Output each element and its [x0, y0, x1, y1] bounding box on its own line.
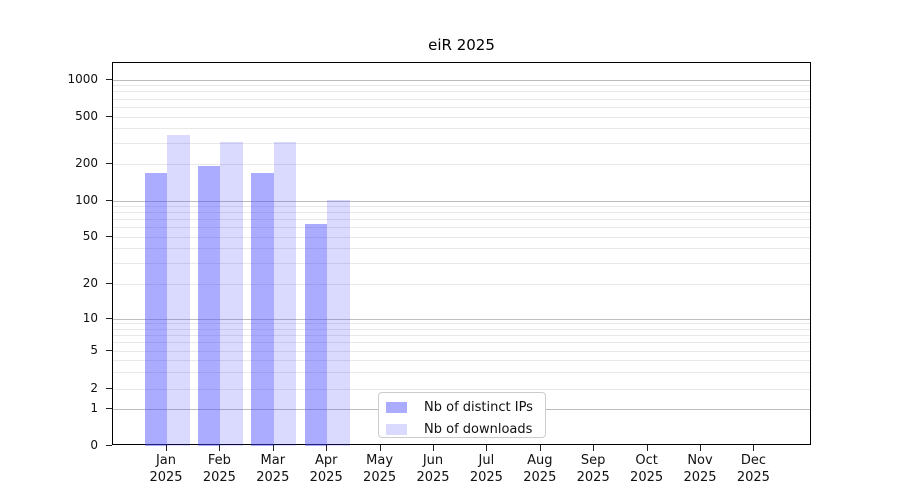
x-axis-tick — [539, 445, 541, 451]
gridline-minor — [113, 371, 810, 373]
gridline-minor — [113, 236, 810, 238]
y-axis-tick-label: 1 — [90, 401, 98, 415]
gridline-minor — [113, 247, 810, 249]
y-axis-tick — [106, 199, 112, 201]
gridline-minor — [113, 106, 810, 108]
x-axis-tick-label: May 2025 — [363, 453, 397, 485]
gridline-major — [113, 79, 810, 81]
y-axis-tick-label: 5 — [90, 343, 98, 357]
bar-distinct-ips — [251, 172, 274, 446]
gridline-minor — [113, 350, 810, 352]
legend-item: Nb of downloads — [386, 421, 545, 438]
gridline-minor — [113, 334, 810, 336]
y-axis-tick-label: 10 — [82, 311, 98, 325]
gridline-minor — [113, 116, 810, 118]
y-axis-tick — [106, 407, 112, 409]
x-axis-tick — [379, 445, 381, 451]
y-axis-tick — [106, 78, 112, 80]
x-axis-tick-label: Feb 2025 — [202, 453, 236, 485]
gridline-minor — [113, 205, 810, 207]
y-axis-tick-label: 0 — [90, 438, 98, 452]
x-axis-tick — [593, 445, 595, 451]
bar-distinct-ips — [197, 165, 221, 446]
y-axis-tick — [106, 162, 112, 164]
x-axis-tick-label: Dec 2025 — [736, 453, 770, 485]
x-axis-tick-label: Jun 2025 — [416, 453, 450, 485]
y-axis-tick-label: 200 — [75, 156, 98, 170]
x-axis-tick-label: Oct 2025 — [630, 453, 664, 485]
gridline-minor — [113, 212, 810, 214]
bar-downloads — [327, 199, 350, 446]
x-axis-tick — [486, 445, 488, 451]
x-axis-tick-label: Nov 2025 — [683, 453, 717, 485]
gridline-minor — [113, 85, 810, 87]
x-axis-tick — [700, 445, 701, 451]
x-axis-tick — [166, 445, 167, 451]
x-axis-tick — [326, 445, 328, 451]
y-axis-tick — [106, 349, 112, 351]
y-axis-tick — [106, 115, 112, 117]
x-axis-tick-label: Mar 2025 — [256, 453, 290, 485]
bar-distinct-ips — [144, 172, 167, 446]
gridline-minor — [113, 262, 810, 264]
legend-label: Nb of distinct IPs — [424, 400, 533, 415]
legend-swatch-distinct-ips — [386, 402, 407, 413]
chart-title: eiR 2025 — [428, 36, 495, 54]
gridline-minor — [113, 328, 810, 330]
gridline-minor — [113, 98, 810, 100]
gridline-minor — [113, 323, 810, 325]
gridline-minor — [113, 163, 810, 165]
x-axis-tick-label: Jul 2025 — [469, 453, 503, 485]
y-axis-tick-label: 500 — [75, 109, 98, 123]
y-axis-tick-label: 50 — [82, 229, 98, 243]
x-axis-tick-label: Sep 2025 — [576, 453, 610, 485]
gridline-minor — [113, 359, 810, 361]
x-axis-tick-label: Aug 2025 — [523, 453, 557, 485]
gridline-minor — [113, 91, 810, 93]
legend-label: Nb of downloads — [424, 422, 533, 437]
legend: Nb of distinct IPs Nb of downloads — [378, 392, 546, 438]
y-axis-tick — [106, 387, 112, 389]
bar-downloads — [167, 135, 190, 446]
x-axis-tick-label: Apr 2025 — [309, 453, 343, 485]
gridline-minor — [113, 388, 810, 390]
bar-distinct-ips — [304, 224, 328, 446]
y-axis-tick — [106, 444, 112, 446]
x-axis-tick — [753, 445, 755, 451]
y-axis-tick — [106, 317, 112, 319]
gridline-major — [113, 200, 810, 202]
y-axis-tick — [106, 282, 112, 284]
bar-downloads — [220, 141, 243, 446]
x-axis-tick — [646, 445, 648, 451]
x-axis-tick — [272, 445, 274, 451]
gridline-major — [113, 318, 810, 320]
x-axis-tick-label: Jan 2025 — [149, 453, 183, 485]
plot-area — [112, 62, 811, 446]
y-axis-tick-label: 100 — [75, 193, 98, 207]
legend-item: Nb of distinct IPs — [386, 399, 545, 416]
y-axis-tick-label: 2 — [90, 381, 98, 395]
gridline-minor — [113, 219, 810, 221]
gridline-minor — [113, 142, 810, 144]
gridline-minor — [113, 342, 810, 344]
legend-swatch-downloads — [386, 424, 407, 435]
y-axis-tick-label: 1000 — [67, 72, 98, 86]
gridline-minor — [113, 227, 810, 229]
bar-downloads — [273, 141, 297, 446]
gridline-minor — [113, 283, 810, 285]
x-axis-tick — [433, 445, 434, 451]
y-axis-tick — [106, 235, 112, 237]
y-axis-tick-label: 20 — [82, 276, 98, 290]
x-axis-tick — [219, 445, 221, 451]
gridline-minor — [113, 127, 810, 129]
